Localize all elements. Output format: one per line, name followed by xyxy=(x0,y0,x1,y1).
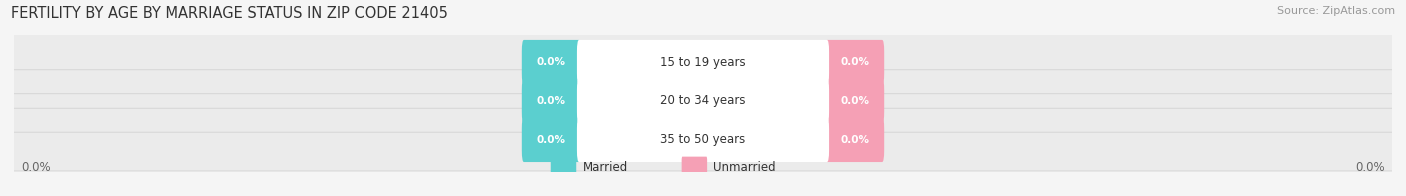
Text: 20 to 34 years: 20 to 34 years xyxy=(661,94,745,107)
Text: Married: Married xyxy=(582,161,627,174)
Text: 0.0%: 0.0% xyxy=(21,161,51,174)
Text: Unmarried: Unmarried xyxy=(713,161,776,174)
FancyBboxPatch shape xyxy=(576,117,830,162)
FancyBboxPatch shape xyxy=(551,157,576,178)
Text: 0.0%: 0.0% xyxy=(1355,161,1385,174)
FancyBboxPatch shape xyxy=(825,79,884,123)
FancyBboxPatch shape xyxy=(576,79,830,123)
FancyBboxPatch shape xyxy=(825,40,884,85)
FancyBboxPatch shape xyxy=(522,40,581,85)
FancyBboxPatch shape xyxy=(522,117,581,162)
FancyBboxPatch shape xyxy=(682,157,707,178)
FancyBboxPatch shape xyxy=(576,40,830,85)
Text: Source: ZipAtlas.com: Source: ZipAtlas.com xyxy=(1277,6,1395,16)
FancyBboxPatch shape xyxy=(11,108,1395,171)
Text: 0.0%: 0.0% xyxy=(839,57,869,67)
Text: 0.0%: 0.0% xyxy=(839,135,869,145)
Text: 0.0%: 0.0% xyxy=(537,96,567,106)
Text: 0.0%: 0.0% xyxy=(537,135,567,145)
Text: 0.0%: 0.0% xyxy=(537,57,567,67)
Text: 15 to 19 years: 15 to 19 years xyxy=(661,56,745,69)
FancyBboxPatch shape xyxy=(825,117,884,162)
FancyBboxPatch shape xyxy=(522,79,581,123)
Text: FERTILITY BY AGE BY MARRIAGE STATUS IN ZIP CODE 21405: FERTILITY BY AGE BY MARRIAGE STATUS IN Z… xyxy=(11,6,449,21)
FancyBboxPatch shape xyxy=(11,31,1395,94)
Text: 35 to 50 years: 35 to 50 years xyxy=(661,133,745,146)
Text: 0.0%: 0.0% xyxy=(839,96,869,106)
FancyBboxPatch shape xyxy=(11,70,1395,132)
